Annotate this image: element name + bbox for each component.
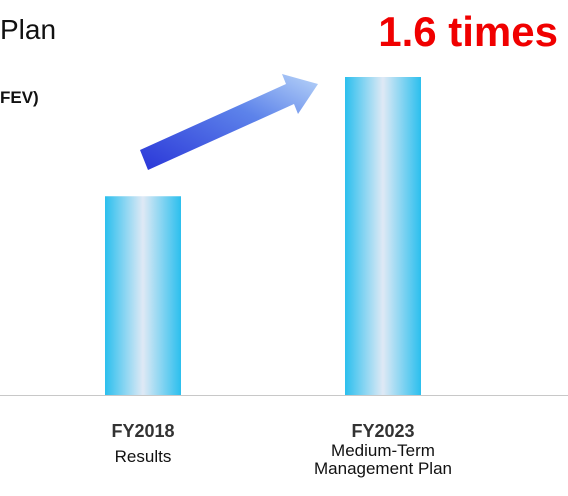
category-sub: Results [114,447,172,466]
category-sub: Medium-Term [331,441,435,460]
category-label-fy2023: FY2023 Medium-Term Management Plan [283,420,483,478]
unit-label-fragment: FEV) [0,88,39,107]
growth-headline: 1.6 times [378,8,558,55]
growth-arrow [140,74,318,170]
category-sub: Management Plan [314,459,452,478]
category-year: FY2023 [351,421,415,441]
bar-fy2018 [105,196,181,395]
bar-fy2023 [345,77,421,395]
category-label-fy2018: FY2018 Results [43,420,243,466]
title-fragment: Plan [0,14,57,45]
category-year: FY2018 [111,421,175,441]
